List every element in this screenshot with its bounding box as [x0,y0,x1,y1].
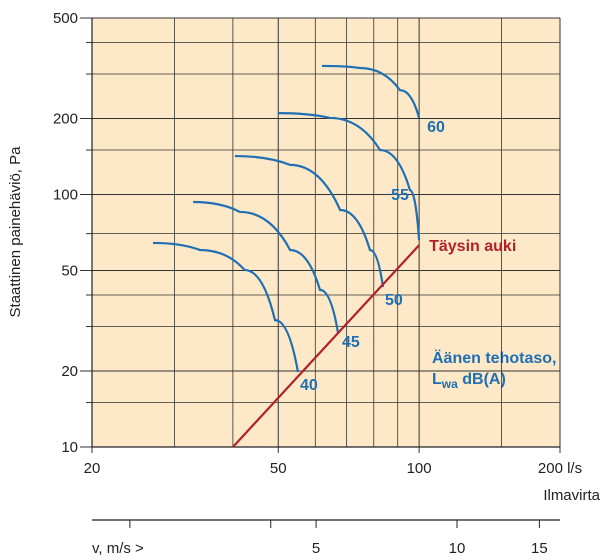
x-tick-label: 20 [84,460,101,477]
plot-area [92,18,560,447]
series-label: 55 [391,187,409,204]
series-line [234,154,385,288]
v-tick-label: 10 [449,540,466,557]
annotation: Äänen tehotaso, [432,349,556,367]
x-axis-title: Ilmavirta [543,487,600,504]
x-tick-label: 100 [407,460,432,477]
x-tick-label: 200 l/s [538,460,582,477]
y-tick-label: 10 [61,439,78,456]
y-tick-label: 500 [53,10,78,27]
series-label: 40 [300,377,318,394]
series-line [232,244,420,448]
x-tick-label: 50 [270,460,287,477]
annotation: L [432,371,442,388]
series-label: Täysin auki [429,238,516,255]
v-axis-title: v, m/s > [92,540,144,557]
y-tick-label: 100 [53,186,78,203]
series-label: 50 [385,292,403,309]
y-tick-label: 50 [61,263,78,280]
y-axis-title: Staattinen painehäviö, Pa [7,146,24,318]
series-line [193,200,340,334]
series-label: 45 [342,334,360,351]
annotation: Lwa dB(A) [432,371,506,391]
y-tick-label: 200 [53,110,78,127]
series-label: 60 [427,119,445,136]
annotation: wa [441,377,458,391]
v-tick-label: 15 [531,540,548,557]
series-line [277,112,421,241]
y-tick-label: 20 [61,363,78,380]
series-line [321,64,421,119]
v-tick-label: 5 [312,540,320,557]
annotation: dB(A) [458,371,506,388]
series-line [152,241,300,373]
